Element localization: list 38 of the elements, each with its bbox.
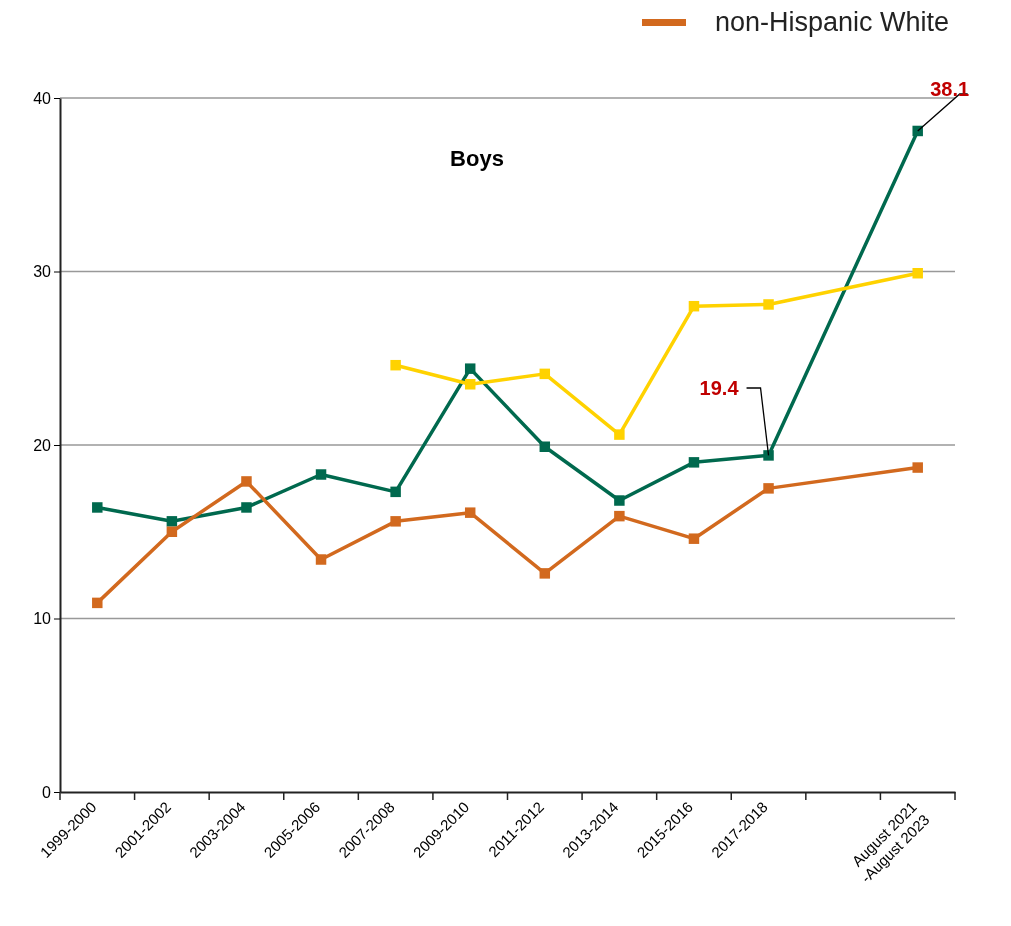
data-label: 38.1 <box>930 78 970 100</box>
y-tick-label: 20 <box>33 436 52 454</box>
y-tick-label: 0 <box>42 783 52 801</box>
point <box>688 300 700 312</box>
y-tick-label: 10 <box>33 610 52 628</box>
point <box>614 495 625 506</box>
point <box>241 502 252 513</box>
point <box>539 441 551 452</box>
point <box>464 379 476 390</box>
point <box>539 368 551 380</box>
point <box>390 486 401 498</box>
point <box>464 363 476 374</box>
point <box>390 516 401 527</box>
point <box>315 469 327 480</box>
point <box>315 554 327 565</box>
point <box>614 510 625 522</box>
point <box>912 125 923 137</box>
point <box>166 526 178 537</box>
point <box>763 299 774 310</box>
point <box>912 267 923 279</box>
point <box>912 462 923 473</box>
point <box>688 457 700 468</box>
text: Boys <box>450 146 504 171</box>
point <box>688 533 700 544</box>
legend-label: non-Hispanic White <box>715 7 950 37</box>
point <box>614 429 625 440</box>
point <box>763 450 774 461</box>
point <box>166 516 178 527</box>
y-tick-label: 40 <box>33 89 52 107</box>
y-tick-label: 30 <box>33 263 52 281</box>
point <box>464 507 476 518</box>
point <box>92 502 103 513</box>
point <box>241 476 252 487</box>
point <box>763 483 774 494</box>
point <box>92 597 103 609</box>
point <box>390 359 401 371</box>
data-label: 19.4 <box>699 377 740 399</box>
point <box>539 568 551 579</box>
